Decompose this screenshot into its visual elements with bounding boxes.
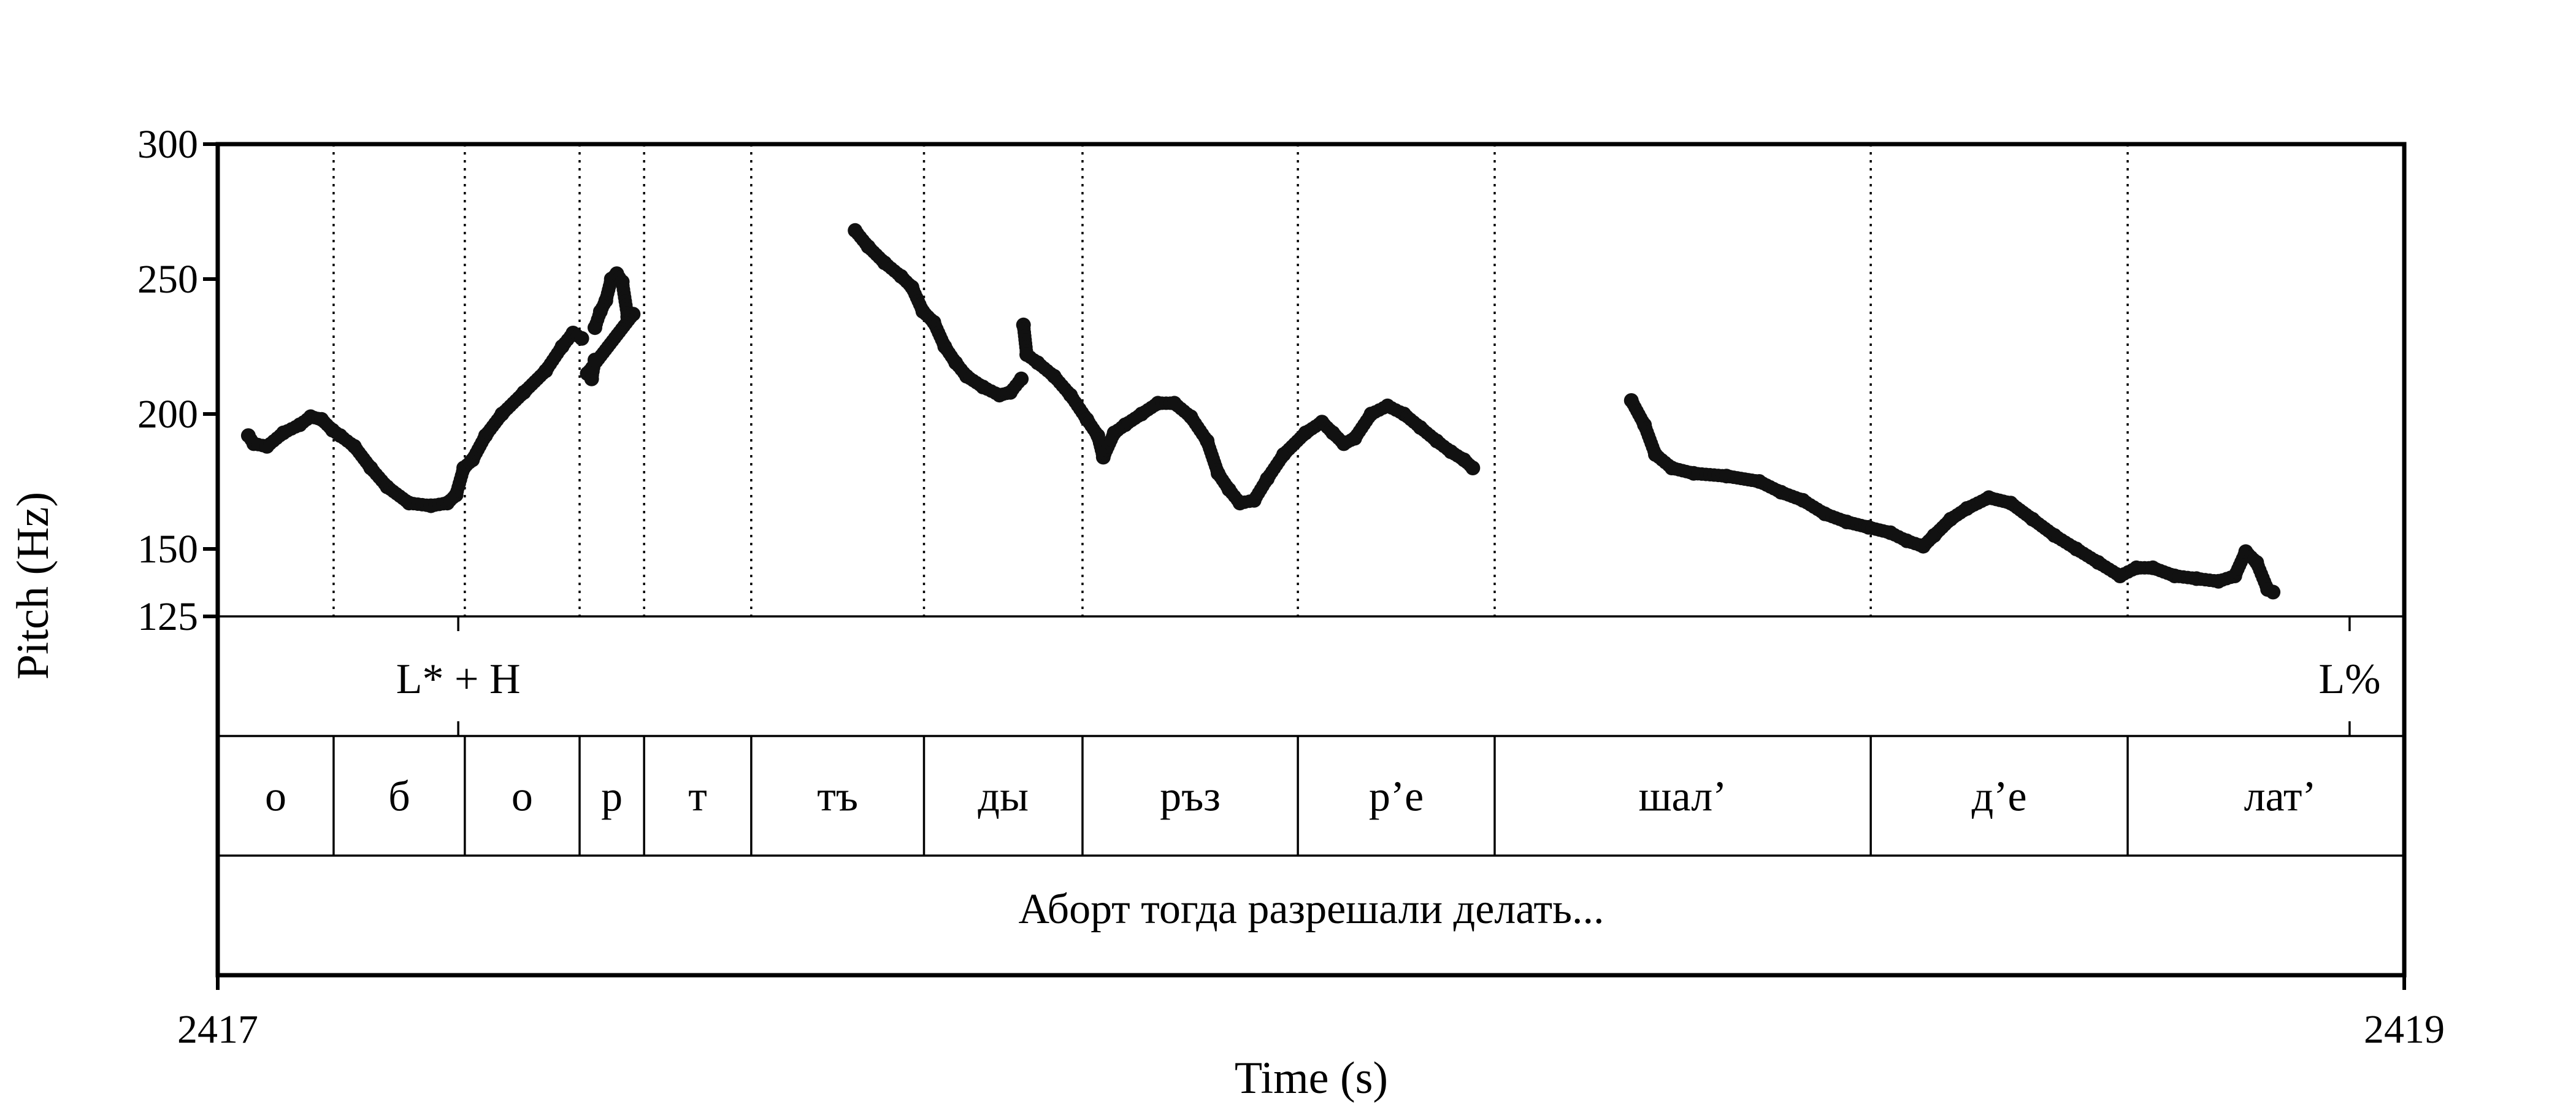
y-axis-title: Pitch (Hz) bbox=[8, 492, 58, 680]
pitch-point bbox=[1465, 461, 1481, 475]
syllable-label: о bbox=[512, 773, 533, 821]
syllable-label: шал’ bbox=[1639, 773, 1727, 821]
pitch-points bbox=[240, 223, 2281, 600]
boundary-lines bbox=[332, 144, 2351, 856]
chart-labels: Pitch (Hz) Time (s) Аборт тогда разрешал… bbox=[8, 122, 2445, 1103]
tone-label: L* + H bbox=[396, 656, 521, 703]
y-tick-label: 250 bbox=[137, 257, 198, 302]
y-tick-label: 300 bbox=[137, 122, 198, 167]
x-axis-title: Time (s) bbox=[1235, 1053, 1388, 1103]
pitch-point bbox=[1014, 371, 1029, 386]
pitch-point bbox=[587, 353, 602, 367]
syllable-label: лат’ bbox=[2244, 773, 2317, 821]
syllable-label: ръз bbox=[1160, 773, 1221, 821]
syllable-label: д’е bbox=[1972, 773, 2027, 821]
syllable-label: б bbox=[388, 773, 410, 821]
x-tick-label: 2419 bbox=[2364, 1007, 2445, 1052]
syllable-label: ды bbox=[978, 773, 1029, 821]
syllable-label: о bbox=[265, 773, 286, 821]
utterance-label: Аборт тогда разрешали делать... bbox=[1018, 886, 1604, 933]
y-tick-label: 200 bbox=[137, 392, 198, 437]
syllable-label: р bbox=[601, 773, 623, 821]
y-tick-label: 150 bbox=[137, 527, 198, 572]
y-tick-label: 125 bbox=[137, 594, 198, 639]
pitch-point bbox=[574, 331, 589, 346]
syllable-label: р’е bbox=[1369, 773, 1424, 821]
chart-frame bbox=[203, 142, 2407, 990]
syllable-label: т bbox=[688, 773, 707, 821]
x-tick-label: 2417 bbox=[177, 1007, 258, 1052]
plot-frame bbox=[215, 142, 2407, 978]
tone-label: L% bbox=[2318, 656, 2380, 703]
pitch-point bbox=[2266, 585, 2281, 600]
syllable-label: тъ bbox=[817, 773, 858, 821]
